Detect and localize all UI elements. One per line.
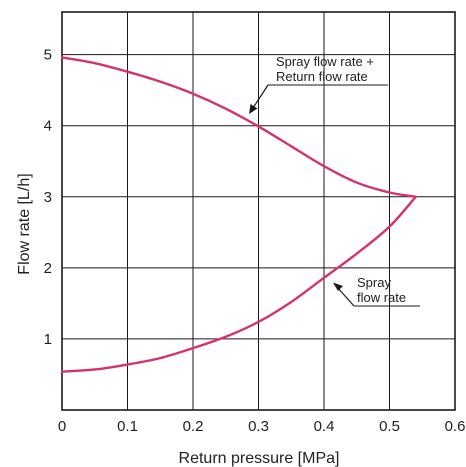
series-line-spray-plus-return: [60, 56, 417, 198]
x-tick-label: 0.2: [183, 418, 204, 435]
annotation-sum-arrow-line: [252, 84, 269, 109]
y-tick-label: 4: [44, 118, 52, 135]
grid: 0 0.1 0.2 0.3 0.4 0.5 0.6 1 2 3 4 5: [44, 11, 466, 435]
x-tick-label: 0: [58, 418, 66, 435]
x-tick-label: 0.1: [117, 418, 138, 435]
plot-series: [60, 56, 417, 373]
annotation-sum-arrowhead: [249, 104, 258, 114]
series-line-spray: [60, 195, 417, 373]
axis-labels: Return pressure [MPa] Flow rate [L/h]: [16, 173, 339, 467]
y-axis-title: Flow rate [L/h]: [16, 173, 33, 274]
annotation-spray-arrow-line: [336, 286, 355, 307]
x-tick-label: 0.4: [314, 418, 335, 435]
y-tick-label: 5: [44, 47, 52, 64]
x-tick-label: 0.6: [445, 418, 466, 435]
annotation-spray-line-2: flow rate: [357, 290, 406, 305]
annotation-sum-line-1: Spray flow rate +: [276, 54, 374, 69]
x-tick-label: 0.5: [379, 418, 400, 435]
y-tick-label: 1: [44, 331, 52, 348]
annotation-sum-line-2: Return flow rate: [276, 69, 368, 84]
annotation-spray-arrowhead: [333, 282, 343, 291]
annotations: Spray flow rate + Return flow rate Spray…: [249, 54, 420, 307]
x-tick-label: 0.3: [248, 418, 269, 435]
y-tick-label: 2: [44, 260, 52, 277]
annotation-spray-line-1: Spray: [357, 275, 391, 290]
x-axis-title: Return pressure [MPa]: [179, 450, 340, 467]
plot-frame: [61, 11, 456, 411]
y-tick-label: 3: [44, 189, 52, 206]
